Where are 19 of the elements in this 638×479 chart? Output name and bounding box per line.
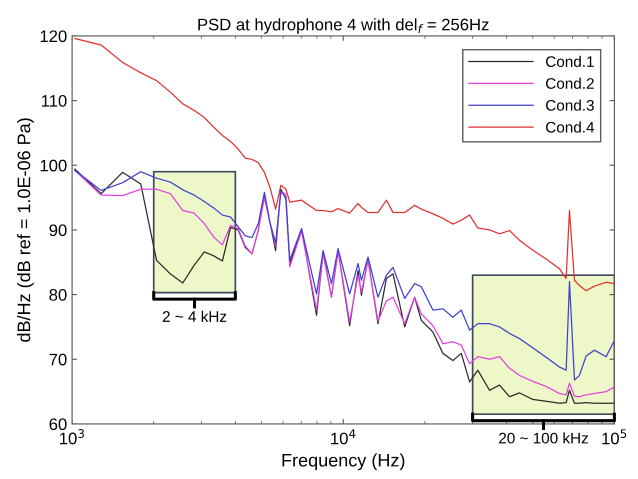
legend-label: Cond.2 bbox=[546, 78, 594, 89]
band-label: 20 ~ 100 kHz bbox=[499, 432, 588, 444]
x-tick-label: 10$^{5}$ bbox=[602, 429, 626, 444]
y-tick-label: 70 bbox=[50, 354, 67, 366]
legend-label: Cond.3 bbox=[546, 100, 594, 111]
x-tick-label: 10$^{3}$ bbox=[60, 429, 84, 444]
y-axis-title: dB/Hz (dB ref = 1.0E-06 Pa) bbox=[17, 118, 34, 342]
x-axis-title: Frequency (Hz) bbox=[282, 453, 404, 470]
y-tick-label: 90 bbox=[49, 224, 67, 236]
y-tick-label: 80 bbox=[49, 288, 67, 301]
legend-label: Cond.4 bbox=[546, 121, 594, 133]
y-tick-label: 120 bbox=[40, 30, 67, 42]
y-tick-label: 110 bbox=[42, 94, 67, 107]
legend-label: Cond.1 bbox=[546, 56, 594, 68]
band-label: 2 ~ 4 kHz bbox=[162, 310, 226, 322]
y-tick-label: 100 bbox=[40, 160, 67, 172]
chart-title: PSD at hydrophone 4 with del$_{f}$ = 256Hz bbox=[198, 18, 489, 34]
x-tick-label: 10$^{4}$ bbox=[331, 429, 356, 444]
y-tick-label: 60 bbox=[50, 418, 67, 430]
